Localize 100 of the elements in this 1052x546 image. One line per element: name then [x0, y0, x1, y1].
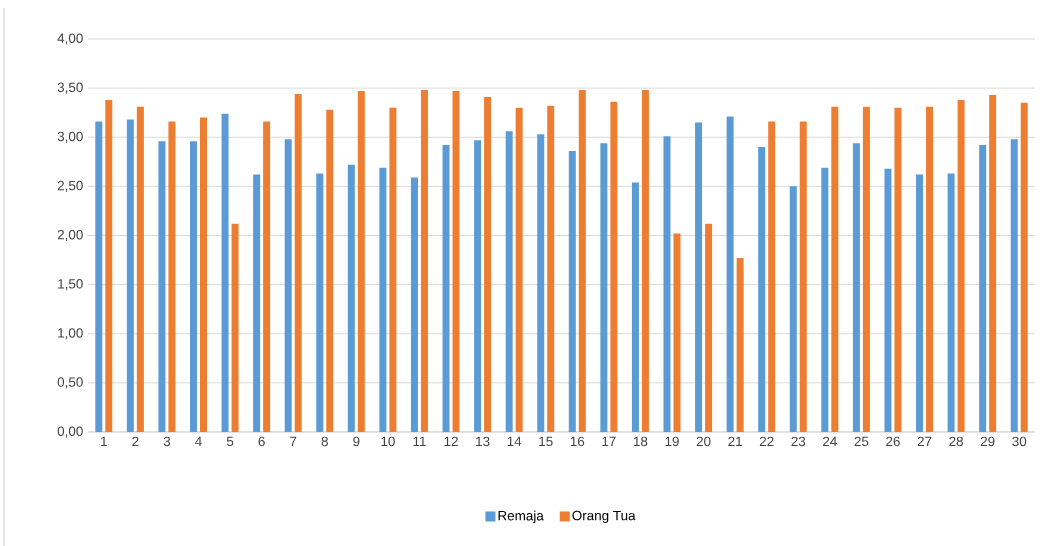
bar: [537, 134, 545, 432]
bar: [547, 105, 555, 432]
x-tick-label: 6: [258, 436, 265, 447]
x-tick-label: 11: [413, 436, 426, 446]
bar: [284, 139, 292, 432]
x-tick-label: 27: [917, 436, 932, 447]
bar: [947, 173, 955, 432]
bar: [799, 121, 807, 432]
bar: [442, 145, 450, 432]
y-tick-label: 4,00: [57, 33, 83, 45]
bar: [568, 150, 576, 432]
x-tick-label: 9: [353, 436, 360, 447]
bar: [894, 107, 902, 432]
bar: [663, 136, 671, 432]
bar: [484, 96, 492, 432]
bar: [199, 117, 207, 432]
bar: [852, 143, 860, 432]
bar: [231, 223, 239, 432]
bar: [758, 147, 766, 432]
legend-label: Orang Tua: [572, 510, 636, 523]
bar: [695, 122, 703, 432]
bar: [610, 101, 618, 432]
x-tick-label: 16: [570, 436, 585, 447]
x-tick-label: 4: [195, 436, 202, 446]
y-tick-label: 0,50: [57, 377, 83, 389]
bar: [326, 109, 334, 432]
bar: [474, 140, 482, 432]
x-tick-label: 17: [602, 436, 616, 446]
x-tick-label: 24: [823, 436, 837, 447]
bar: [979, 145, 987, 432]
bar: [189, 141, 197, 432]
bar: [726, 116, 734, 432]
bar: [505, 131, 513, 432]
bar: [736, 258, 744, 432]
bar: [105, 99, 113, 432]
bar: [515, 107, 523, 432]
bar: [253, 174, 261, 432]
bar: [1010, 139, 1018, 432]
x-tick-label: 7: [290, 436, 297, 446]
y-tick-label: 0,00: [57, 426, 83, 438]
x-tick-label: 1: [101, 436, 107, 446]
y-tick-label: 2,50: [57, 180, 83, 192]
bar: [578, 90, 586, 432]
x-tick-label: 25: [854, 436, 869, 447]
bar: [357, 91, 365, 432]
bar: [168, 121, 176, 432]
bar: [452, 91, 460, 432]
bar: [420, 90, 428, 432]
x-tick-label: 13: [476, 436, 490, 447]
bar: [862, 106, 870, 432]
x-tick-label: 8: [321, 436, 328, 447]
bar: [294, 94, 302, 432]
bar: [789, 186, 797, 432]
bar: [263, 121, 271, 432]
bar: [884, 168, 892, 432]
x-tick-label: 3: [163, 436, 171, 447]
bar: [158, 141, 166, 432]
x-tick-label: 12: [444, 436, 458, 447]
bar: [410, 177, 418, 432]
x-tick-label: 14: [507, 436, 522, 446]
y-tick-label: 3,50: [57, 82, 83, 94]
bar: [989, 94, 997, 432]
bar: [221, 113, 229, 432]
bar: [347, 164, 355, 432]
y-tick-label: 2,00: [57, 229, 83, 242]
bar: [821, 167, 829, 432]
x-tick-label: 30: [1012, 436, 1027, 447]
y-tick-label: 1,50: [58, 279, 83, 291]
bar: [641, 90, 649, 432]
bar: [916, 174, 924, 432]
x-tick-label: 20: [696, 436, 711, 447]
bar: [389, 107, 397, 432]
x-tick-label: 5: [226, 436, 234, 447]
y-tick-label: 3,00: [57, 131, 83, 143]
x-tick-label: 15: [539, 436, 553, 447]
bar: [1020, 102, 1028, 432]
x-tick-label: 29: [980, 436, 995, 447]
x-tick-label: 2: [132, 436, 139, 447]
bar: [600, 143, 608, 432]
bar: [705, 223, 713, 432]
bar: [673, 233, 681, 432]
x-tick-label: 10: [381, 436, 395, 447]
x-tick-label: 28: [949, 436, 963, 447]
bar: [95, 121, 103, 432]
x-tick-label: 26: [886, 436, 900, 447]
bar: [768, 121, 776, 432]
bar: [631, 182, 639, 432]
x-tick-label: 22: [759, 436, 774, 447]
bar: [136, 106, 144, 432]
bar: [926, 106, 934, 432]
bar: [957, 99, 965, 432]
bar: [379, 167, 387, 432]
x-tick-label: 21: [728, 436, 742, 447]
x-tick-label: 19: [665, 436, 679, 447]
bar: [126, 119, 134, 432]
legend-label: Remaja: [498, 510, 544, 524]
x-tick-label: 18: [633, 436, 648, 447]
x-tick-label: 23: [791, 436, 806, 447]
bar: [831, 106, 839, 432]
bar: [316, 173, 324, 432]
